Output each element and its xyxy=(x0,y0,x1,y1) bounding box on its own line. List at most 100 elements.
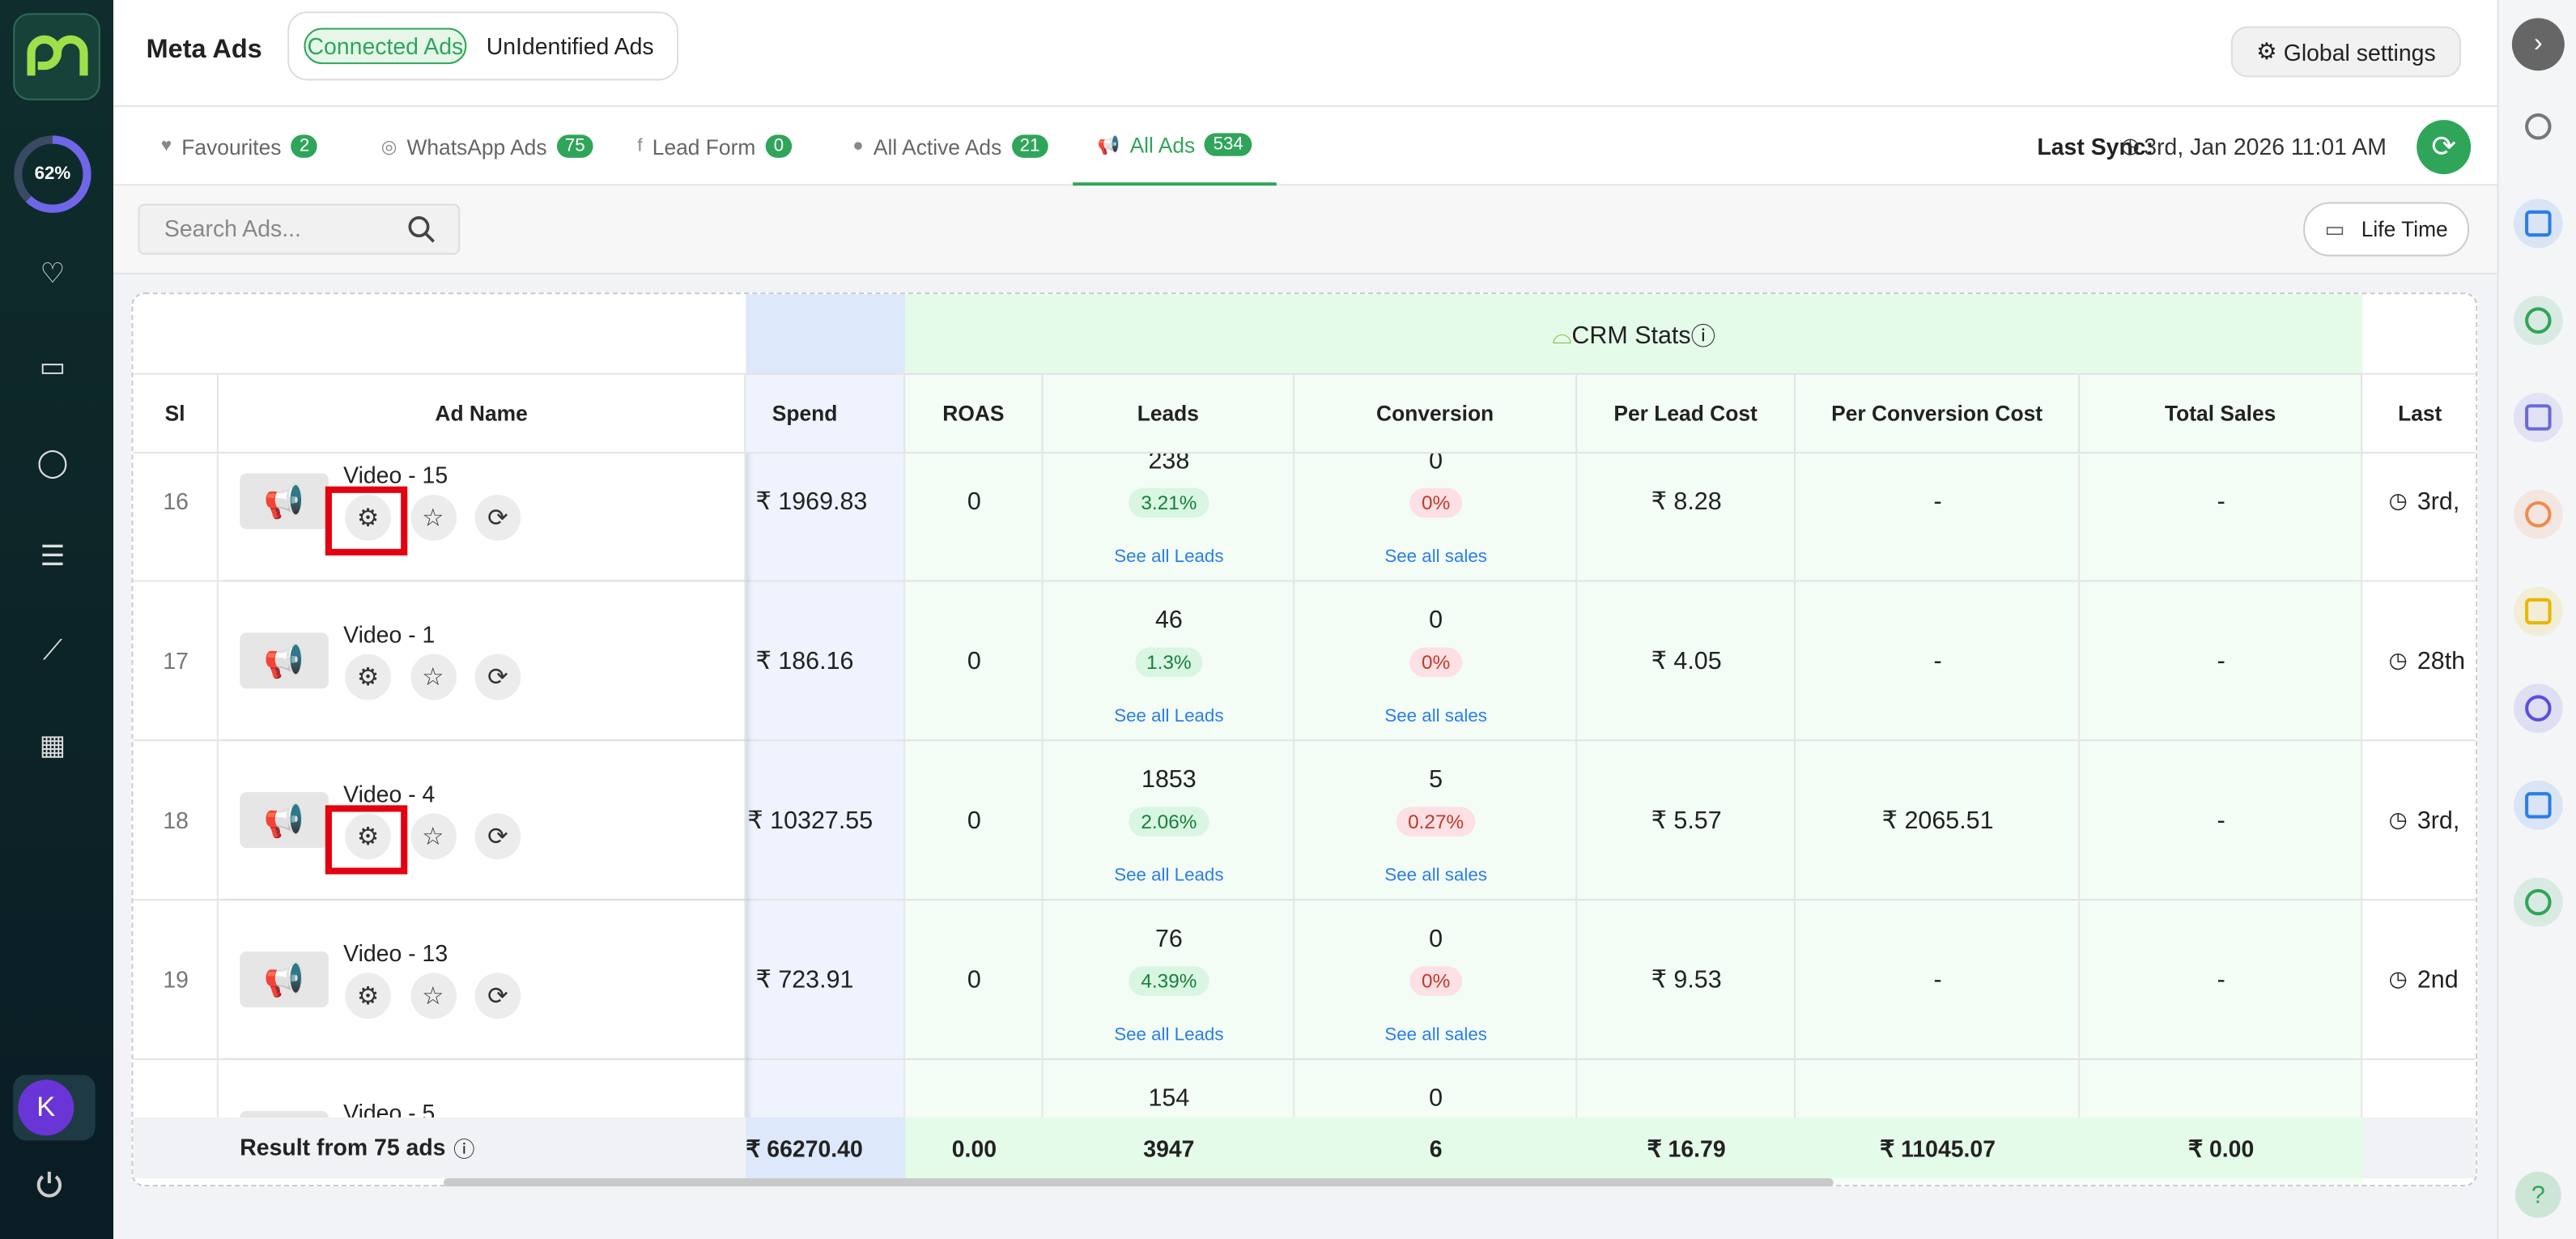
column-header[interactable]: Total Sales xyxy=(2080,374,2363,453)
help-icon[interactable]: ? xyxy=(2514,1171,2561,1218)
tab[interactable]: ♥ Favourites 2 xyxy=(136,107,342,185)
column-header[interactable]: Per Lead Cost xyxy=(1577,374,1796,453)
search-input[interactable] xyxy=(138,203,461,255)
ad-action[interactable]: ☆ xyxy=(410,973,457,1020)
info-icon[interactable]: ⓘ xyxy=(453,1137,475,1162)
toggle-option[interactable]: UnIdentified Ads xyxy=(486,32,654,60)
spend-group-header xyxy=(746,294,906,375)
tab[interactable]: ◎ WhatsApp Ads 75 xyxy=(356,107,618,185)
cell-border xyxy=(1575,741,1578,901)
logo[interactable] xyxy=(13,13,100,100)
ad-action[interactable]: ⚙ xyxy=(345,494,391,541)
footer-spend-bg xyxy=(746,1117,906,1179)
nav-icon[interactable]: ☰ xyxy=(40,540,66,572)
ad-name[interactable]: Video - 4 xyxy=(343,780,436,807)
cell-per_lead_cost: ₹ 9.53 xyxy=(1651,966,1722,994)
side-icon[interactable] xyxy=(2513,586,2563,637)
nav-icon[interactable]: ♡ xyxy=(40,258,66,290)
ad-action[interactable]: ⟳ xyxy=(474,973,521,1020)
conversion: 0 xyxy=(1429,924,1443,953)
ad-action[interactable]: ☆ xyxy=(410,813,457,860)
ad-action[interactable]: ⚙ xyxy=(345,813,391,860)
column-header[interactable]: ROAS xyxy=(905,374,1044,453)
last-sync: ◷ 3rd, xyxy=(2389,482,2476,522)
column-header[interactable]: Leads xyxy=(1044,374,1295,453)
column-header[interactable]: Spend xyxy=(746,374,906,453)
leads-link[interactable]: See all Leads xyxy=(1114,706,1224,726)
side-icon[interactable] xyxy=(2513,489,2563,539)
cell-border xyxy=(1575,1059,1578,1118)
cell-border xyxy=(216,901,219,1060)
lead-rate-wrap: 1.3% xyxy=(1044,647,1294,678)
last-sync: ◷ 2nd xyxy=(2389,960,2476,999)
conversion-rate: 0.27% xyxy=(1396,807,1476,837)
settings-button[interactable]: ⚙ Global settings xyxy=(2230,26,2461,78)
ad-name[interactable]: Video - 15 xyxy=(343,462,448,488)
header-row-line xyxy=(133,452,2476,454)
side-icon[interactable] xyxy=(2514,102,2563,151)
sync-label: Last Sync: xyxy=(2037,133,2154,160)
date-filter[interactable]: ▭ Life Time xyxy=(2303,202,2470,257)
tab[interactable]: f Lead Form 0 xyxy=(613,107,817,185)
refresh-button[interactable]: ⟳ xyxy=(2417,120,2472,175)
tab[interactable]: 📢 All Ads 534 xyxy=(1073,107,1277,186)
cell-per_conversion_cost: - xyxy=(1933,487,1942,516)
cell-border xyxy=(1293,581,1295,742)
cell-border xyxy=(903,901,906,1060)
side-icon[interactable] xyxy=(2513,198,2563,249)
ad-action[interactable]: ⚙ xyxy=(345,654,391,700)
scrollbar[interactable] xyxy=(443,1178,1834,1187)
nav-icon[interactable]: ◯ xyxy=(36,446,69,478)
ad-action[interactable]: ☆ xyxy=(410,654,457,700)
ad-name[interactable]: Video - 5 xyxy=(343,1099,436,1118)
cell-border xyxy=(903,1059,906,1118)
conversion-rate: 0% xyxy=(1409,488,1462,518)
tab-icon: 📢 xyxy=(1097,135,1120,155)
nav-icon[interactable]: ▭ xyxy=(39,351,66,384)
conversion-rate: 0% xyxy=(1409,966,1462,996)
expand-button[interactable]: › xyxy=(2511,18,2565,71)
tab[interactable]: ● All Active Ads 21 xyxy=(828,107,1073,185)
cell-border xyxy=(1041,741,1044,901)
toggle-option[interactable]: Connected Ads xyxy=(304,28,467,65)
leads-link[interactable]: See all Leads xyxy=(1114,866,1224,886)
conversion: 0 xyxy=(1429,453,1443,475)
leads-link[interactable]: See all Leads xyxy=(1114,547,1224,568)
page-title: Meta Ads xyxy=(146,36,262,65)
cell-border xyxy=(744,581,746,742)
side-icon[interactable] xyxy=(2513,683,2563,734)
toolbar: Search Ads... ▭ Life Time xyxy=(113,185,2497,275)
power-icon[interactable] xyxy=(35,1169,65,1199)
side-icon[interactable] xyxy=(2513,393,2563,442)
sales-link[interactable]: See all sales xyxy=(1384,1025,1487,1045)
clock-icon: ◷ xyxy=(2120,133,2140,158)
avatar[interactable]: K xyxy=(18,1079,74,1136)
side-icon[interactable] xyxy=(2513,877,2563,927)
ad-name[interactable]: Video - 13 xyxy=(343,939,448,967)
column-header[interactable]: Per Conversion Cost xyxy=(1796,374,2081,453)
ad-action[interactable]: ⟳ xyxy=(474,654,521,700)
nav-icon[interactable]: ⟋ xyxy=(42,634,63,666)
leads-link[interactable]: See all Leads xyxy=(1114,1025,1224,1045)
cell-border xyxy=(2078,901,2081,1060)
ad-action[interactable]: ⚙ xyxy=(345,973,391,1020)
ad-name[interactable]: Video - 1 xyxy=(343,621,436,648)
settings-label: Global settings xyxy=(2283,38,2436,66)
info-icon[interactable]: ⓘ xyxy=(1690,322,1716,351)
column-header[interactable]: Sl xyxy=(133,374,219,453)
ad-action[interactable]: ☆ xyxy=(410,494,457,541)
ad-action[interactable]: ⟳ xyxy=(474,813,521,860)
side-icon[interactable] xyxy=(2513,780,2563,830)
side-icon[interactable] xyxy=(2513,296,2563,346)
nav-icon[interactable]: ▦ xyxy=(39,729,66,760)
ad-action[interactable]: ⟳ xyxy=(474,494,521,541)
cell-border xyxy=(216,581,219,742)
column-header[interactable]: Ad Name xyxy=(219,374,746,453)
sales-link[interactable]: See all sales xyxy=(1384,706,1487,726)
column-header[interactable]: Last xyxy=(2362,375,2476,452)
ad-cell xyxy=(218,1059,746,1118)
cell-total_sales: - xyxy=(2217,487,2225,516)
column-header[interactable]: Conversion xyxy=(1294,374,1578,453)
sales-link[interactable]: See all sales xyxy=(1384,547,1487,568)
sales-link[interactable]: See all sales xyxy=(1384,866,1487,886)
